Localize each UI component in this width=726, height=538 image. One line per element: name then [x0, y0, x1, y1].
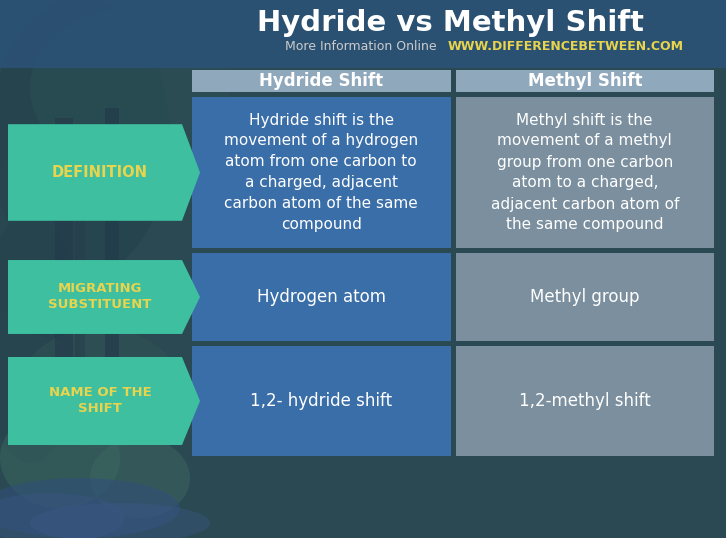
- Text: 1,2- hydride shift: 1,2- hydride shift: [250, 392, 392, 410]
- Text: MIGRATING
SUBSTITUENT: MIGRATING SUBSTITUENT: [49, 282, 152, 312]
- FancyBboxPatch shape: [455, 97, 714, 248]
- Ellipse shape: [30, 8, 230, 168]
- Ellipse shape: [30, 503, 210, 538]
- FancyBboxPatch shape: [0, 0, 726, 68]
- FancyBboxPatch shape: [192, 97, 451, 248]
- Text: WWW.DIFFERENCEBETWEEN.COM: WWW.DIFFERENCEBETWEEN.COM: [448, 39, 684, 53]
- Bar: [55, 118, 73, 438]
- Text: 1,2-methyl shift: 1,2-methyl shift: [519, 392, 650, 410]
- Ellipse shape: [0, 138, 120, 338]
- Ellipse shape: [0, 478, 180, 538]
- FancyBboxPatch shape: [192, 253, 451, 341]
- Polygon shape: [8, 357, 200, 445]
- Text: Hydrogen atom: Hydrogen atom: [257, 288, 386, 306]
- FancyBboxPatch shape: [455, 253, 714, 341]
- Ellipse shape: [0, 0, 170, 278]
- Ellipse shape: [0, 408, 120, 508]
- Polygon shape: [8, 260, 200, 334]
- Text: Hydride Shift: Hydride Shift: [259, 72, 383, 90]
- FancyBboxPatch shape: [455, 346, 714, 456]
- Bar: [75, 158, 85, 418]
- Ellipse shape: [0, 493, 125, 538]
- Text: Hydride shift is the
movement of a hydrogen
atom from one carbon to
a charged, a: Hydride shift is the movement of a hydro…: [224, 112, 418, 232]
- Text: Methyl group: Methyl group: [530, 288, 640, 306]
- Ellipse shape: [0, 213, 80, 463]
- FancyBboxPatch shape: [192, 70, 451, 92]
- Text: Hydride vs Methyl Shift: Hydride vs Methyl Shift: [257, 9, 643, 37]
- Text: DEFINITION: DEFINITION: [52, 165, 148, 180]
- FancyBboxPatch shape: [455, 70, 714, 92]
- Text: More Information Online: More Information Online: [285, 39, 445, 53]
- Ellipse shape: [20, 328, 180, 448]
- Bar: [105, 108, 119, 388]
- Text: Methyl Shift: Methyl Shift: [528, 72, 642, 90]
- Text: Methyl shift is the
movement of a methyl
group from one carbon
atom to a charged: Methyl shift is the movement of a methyl…: [491, 112, 679, 232]
- Ellipse shape: [90, 438, 190, 518]
- Polygon shape: [8, 124, 200, 221]
- FancyBboxPatch shape: [192, 346, 451, 456]
- Text: NAME OF THE
SHIFT: NAME OF THE SHIFT: [49, 386, 152, 415]
